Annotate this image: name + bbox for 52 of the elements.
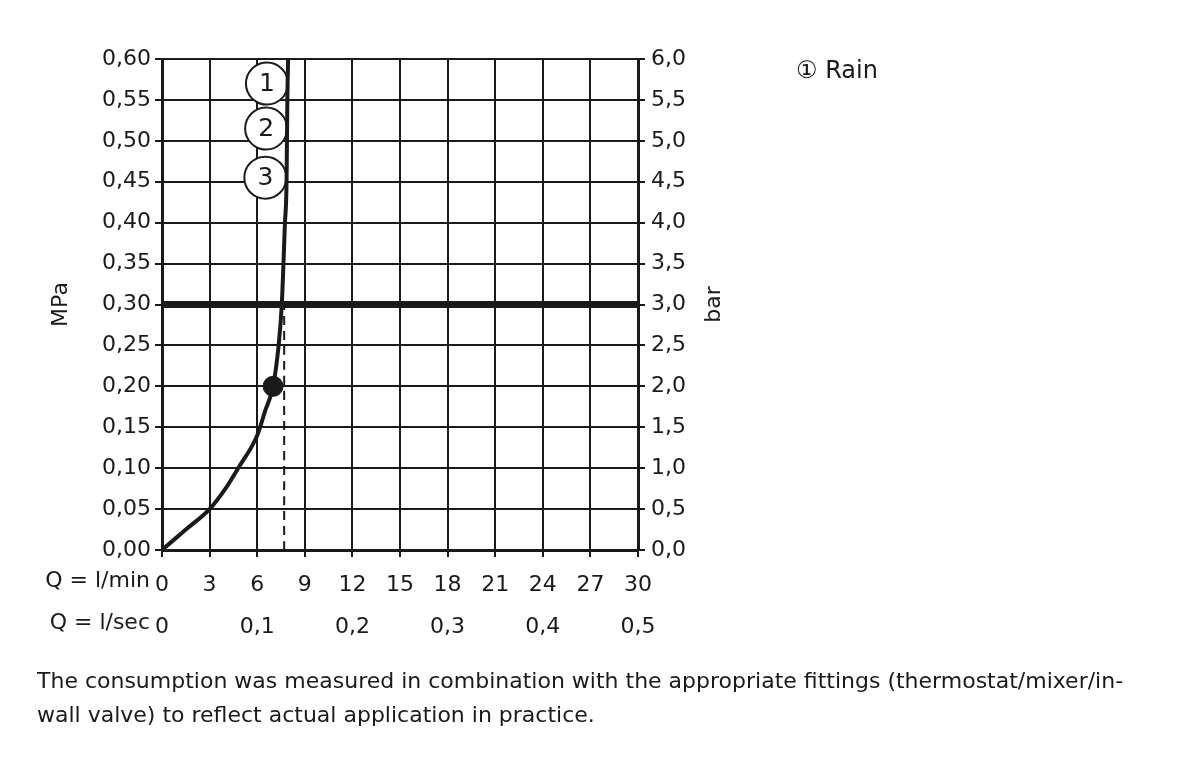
y-tick-label: 0,05 <box>102 494 151 520</box>
x-tick-label: 21 <box>481 570 510 596</box>
annotation: 1 <box>258 68 275 98</box>
y2-tick-label: 3,0 <box>651 290 686 316</box>
y2-tick-label: 1,0 <box>651 453 686 479</box>
x2-tick-label: 0,5 <box>620 612 656 638</box>
y2-tick-label: 2,5 <box>651 331 686 357</box>
y-tick-label: 0,10 <box>102 453 151 479</box>
x-tick-label: 30 <box>624 570 652 596</box>
x-tick-label: 24 <box>528 570 557 596</box>
y2-tick-label: 3,5 <box>651 249 686 275</box>
x-tick-label: 18 <box>433 570 462 596</box>
x-tick-label: 3 <box>202 570 217 596</box>
y-tick-label: 0,25 <box>102 331 151 357</box>
x-tick-label: 27 <box>576 570 605 596</box>
y-axis-title: MPa <box>46 282 72 327</box>
x-axis-title: Q = l/min <box>45 566 150 592</box>
text: ① Rain <box>796 55 878 86</box>
y2-axis-title: bar <box>699 285 725 323</box>
y-tick-label: 0,45 <box>102 167 151 193</box>
annotation: 2 <box>258 113 275 143</box>
y2-tick-label: 5,0 <box>651 126 686 152</box>
y-tick-label: 0,00 <box>102 535 151 561</box>
y-tick-label: 0,15 <box>102 412 151 438</box>
x2-tick-label: 0,1 <box>239 612 275 638</box>
y2-tick-label: 0,5 <box>651 494 686 520</box>
x-tick-label: 0 <box>155 570 169 596</box>
y2-tick-label: 6,0 <box>651 44 686 70</box>
y2-tick-label: 5,5 <box>651 85 686 111</box>
x2-axis-title: Q = l/sec <box>49 608 150 634</box>
x-tick-label: 6 <box>250 570 265 596</box>
y2-tick-label: 0,0 <box>651 535 686 561</box>
text: The consumption was measured in combination with the appropriate fittings (thermostat/mixer/in-wall valve) to reflect actual application in practice. <box>37 667 1125 729</box>
x-tick-label: 12 <box>338 570 367 596</box>
y-tick-label: 0,20 <box>102 372 151 398</box>
y2-tick-label: 4,0 <box>651 208 686 234</box>
y2-tick-label: 4,5 <box>651 167 686 193</box>
annotation: 3 <box>257 162 274 192</box>
y-tick-label: 0,50 <box>102 126 151 152</box>
x2-tick-label: 0 <box>155 612 169 638</box>
y2-tick-label: 2,0 <box>651 372 686 398</box>
x2-tick-label: 0,3 <box>430 612 466 638</box>
y-tick-label: 0,30 <box>102 290 151 316</box>
x-tick-label: 15 <box>386 570 414 596</box>
x2-tick-label: 0,4 <box>525 612 561 638</box>
y-tick-label: 0,35 <box>102 249 151 275</box>
y2-tick-label: 1,5 <box>651 412 686 438</box>
x-tick-label: 9 <box>297 570 312 596</box>
x2-tick-label: 0,2 <box>334 612 370 638</box>
y-tick-label: 0,55 <box>102 85 151 111</box>
y-tick-label: 0,60 <box>102 44 151 70</box>
y-tick-label: 0,40 <box>102 208 151 234</box>
